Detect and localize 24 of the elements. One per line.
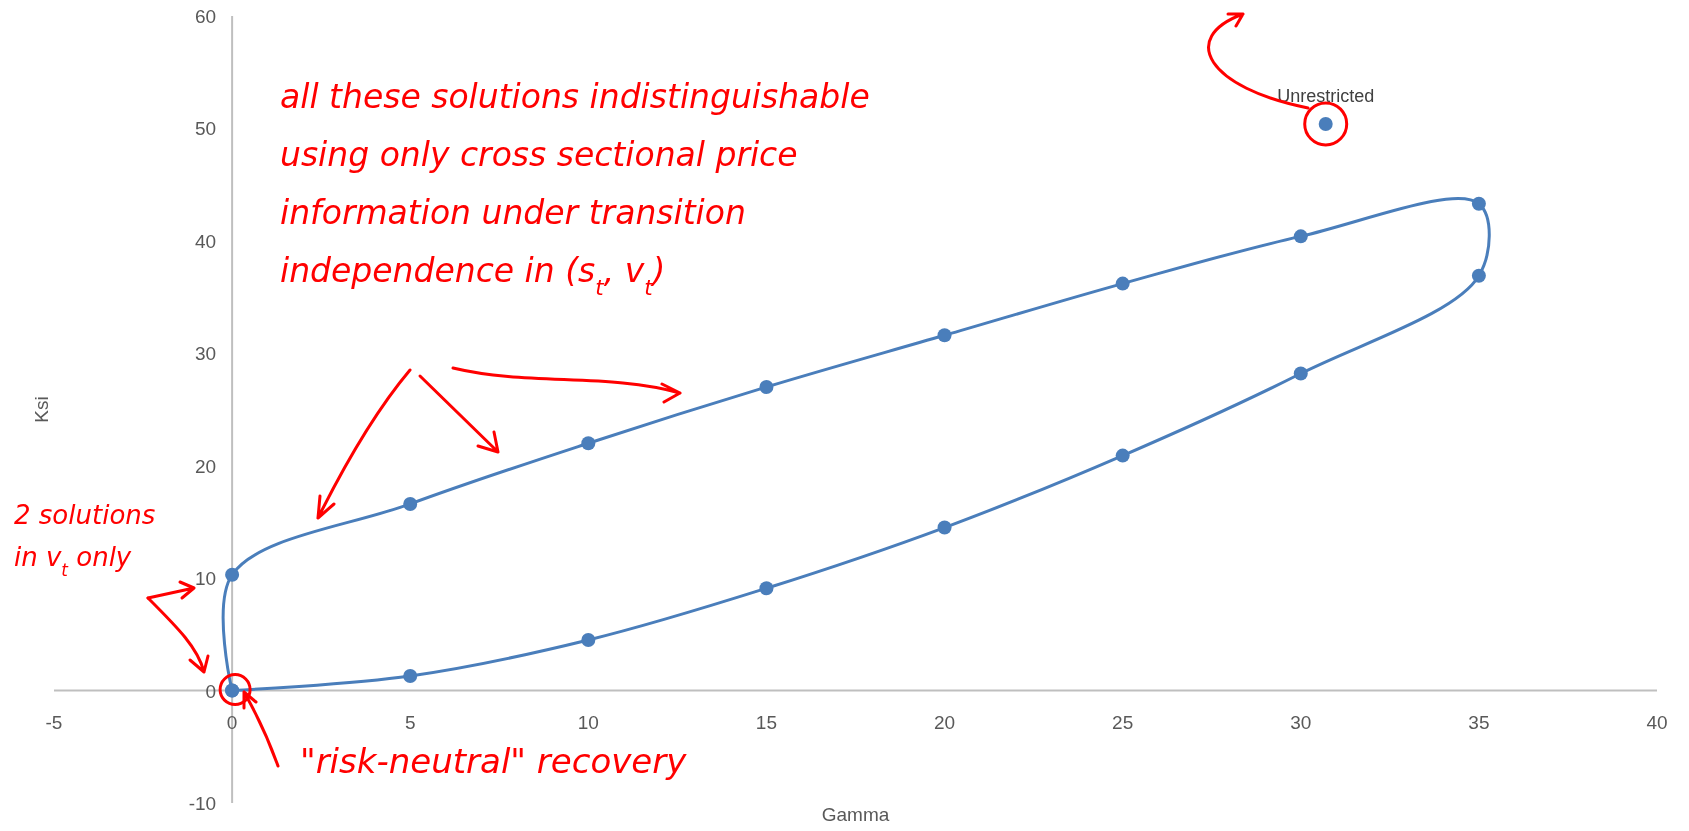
x-tick-label: 35: [1468, 711, 1490, 733]
annotation: all these solutions indistinguishable using only cross sectional price information under transition independence in (s$_{t}$, v$_{t}$): [280, 77, 870, 300]
y-tick-label: 30: [194, 343, 217, 365]
y-tick-label: 40: [194, 230, 217, 252]
x-tick-label: 20: [933, 711, 956, 733]
x-tick-label: 40: [1646, 711, 1668, 733]
y-tick-label: 60: [194, 6, 217, 27]
x-tick-label: 25: [1112, 711, 1134, 733]
x-tick-label: 10: [577, 711, 599, 733]
x-tick-label: 5: [404, 711, 416, 733]
y-tick-label: 20: [194, 455, 217, 477]
x-tick-label: 30: [1290, 711, 1312, 733]
y-tick-label: 10: [194, 568, 217, 590]
y-tick-label: 0: [205, 680, 217, 702]
y-tick-label: 50: [194, 118, 217, 140]
y-tick-label: -10: [188, 793, 217, 814]
y-axis-title: Ksi: [31, 396, 52, 423]
x-tick-label: 15: [755, 711, 778, 733]
x-axis-title: Gamma: [821, 804, 890, 825]
annotation: Unrestricted: [1277, 85, 1375, 106]
annotation: "risk-neutral" recovery: [300, 741, 688, 781]
annotation: 2 solutions in v$_{t}$ only: [14, 500, 156, 580]
x-tick-label: -5: [45, 711, 63, 733]
x-tick-label: 0: [226, 711, 238, 733]
